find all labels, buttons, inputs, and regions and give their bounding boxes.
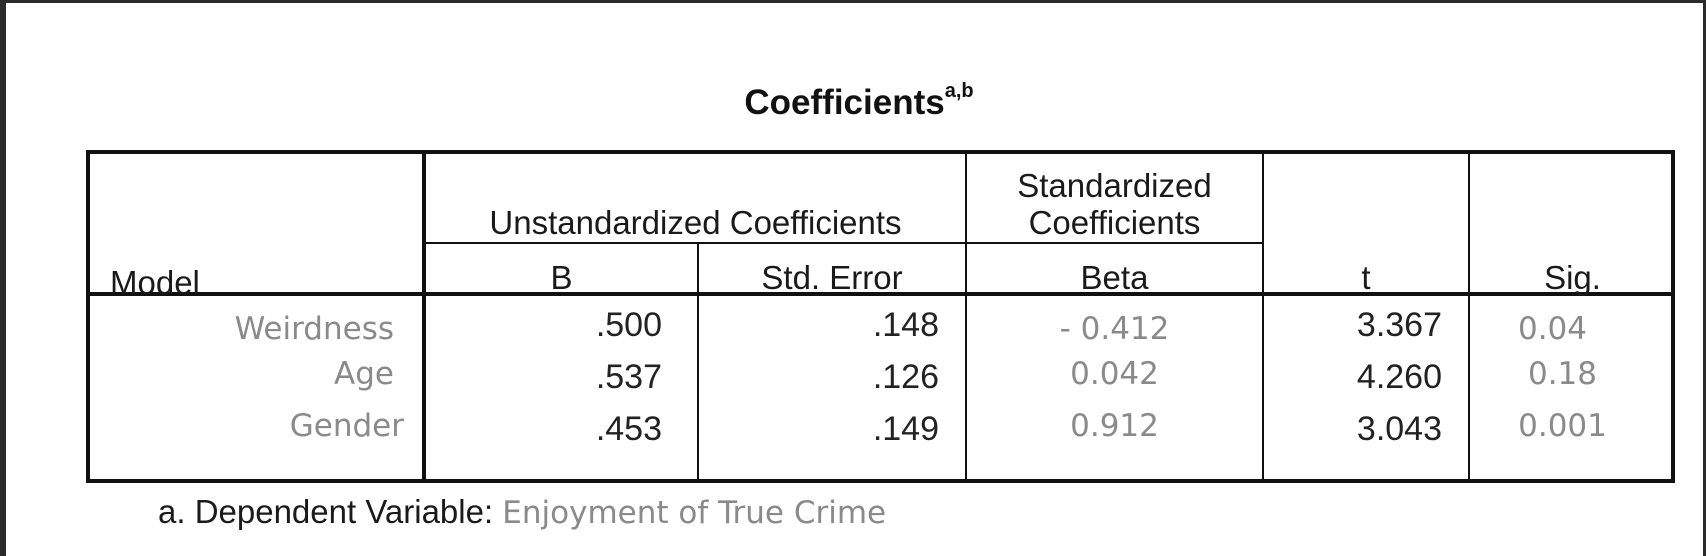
row-b-age: .537 (595, 358, 662, 396)
row-sig-gender: 0.001 (1518, 408, 1607, 444)
row-model-gender: Gender (289, 408, 404, 444)
table-title: Coefficientsa,b (6, 80, 1706, 123)
header-b: B (550, 259, 573, 296)
header-unstandardized: Unstandardized Coefficients (489, 204, 902, 241)
row-b-gender: .453 (595, 410, 662, 448)
row-t-gender: 3.043 (1356, 410, 1442, 448)
divider-model (422, 154, 426, 479)
row-b-weirdness: .500 (595, 306, 662, 344)
row-t-weirdness: 3.367 (1356, 306, 1442, 344)
row-beta-age: 0.042 (1070, 356, 1159, 392)
header-standardized-line1: Standardized (1017, 167, 1212, 204)
header-bottom-rule (90, 292, 1671, 296)
row-beta-weirdness: - 0.412 (1059, 311, 1170, 347)
header-sig: Sig. (1544, 259, 1601, 296)
row-std-error-gender: .149 (872, 410, 939, 448)
header-std-error: Std. Error (761, 259, 903, 296)
coefficients-table: Model Unstandardized Coefficients Standa… (86, 150, 1675, 483)
header-standardized-line2: Coefficients (1028, 204, 1201, 241)
header-model: Model (110, 264, 200, 301)
footnote-label: a. Dependent Variable: (158, 493, 494, 530)
row-sig-weirdness: 0.04 (1517, 311, 1588, 347)
row-model-weirdness: Weirdness (234, 311, 394, 347)
row-sig-age: 0.18 (1527, 356, 1598, 392)
divider-beta (1262, 154, 1264, 479)
row-std-error-weirdness: .148 (872, 306, 939, 344)
header-t: t (1361, 259, 1371, 296)
row-beta-gender: 0.912 (1070, 408, 1159, 444)
footnote: a. Dependent Variable: Enjoyment of True… (158, 493, 886, 531)
header-beta: Beta (1080, 259, 1149, 296)
row-std-error-age: .126 (872, 358, 939, 396)
row-t-age: 4.260 (1356, 358, 1442, 396)
header-subdivider (426, 242, 1263, 244)
divider-t (1468, 154, 1470, 479)
divider-std-error (965, 154, 967, 479)
row-model-age: Age (334, 356, 394, 392)
footnote-value: Enjoyment of True Crime (502, 495, 887, 531)
divider-b (697, 242, 699, 479)
title-superscript: a,b (944, 80, 974, 103)
title-text: Coefficients (744, 83, 945, 122)
